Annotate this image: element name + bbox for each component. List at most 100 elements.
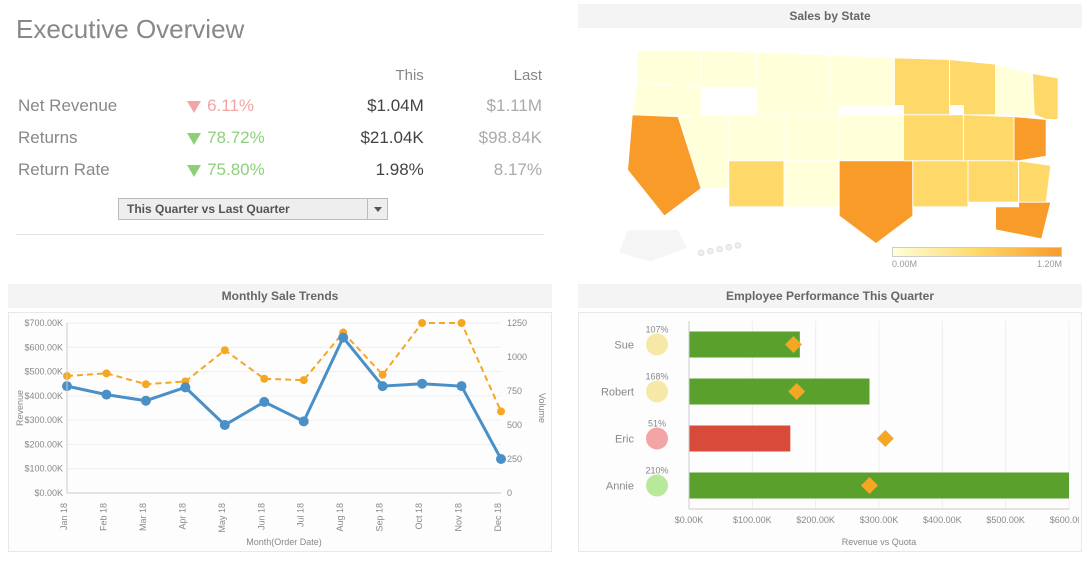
emp-bar[interactable] [689, 426, 790, 452]
map-panel: Sales by State 0.00M 1.20M [570, 0, 1090, 280]
map-state[interactable] [894, 58, 949, 115]
kpi-col-last: Last [434, 61, 552, 90]
divider [16, 234, 544, 235]
revenue-point[interactable] [220, 420, 230, 430]
volume-point[interactable] [300, 376, 308, 384]
revenue-point[interactable] [378, 381, 388, 391]
y-right-tick: 0 [507, 488, 512, 498]
map-title: Sales by State [578, 4, 1082, 28]
map-state[interactable] [784, 115, 839, 161]
kpi-this: 1.98% [316, 154, 434, 186]
volume-point[interactable] [458, 319, 466, 327]
map-state[interactable] [1014, 117, 1046, 161]
revenue-point[interactable] [180, 382, 190, 392]
y-left-tick: $0.00K [34, 488, 63, 498]
x-tick: Sep 18 [375, 503, 385, 532]
x-tick: $400.00K [923, 515, 962, 525]
y-left-tick: $300.00K [24, 415, 63, 425]
map-state[interactable] [968, 161, 1019, 202]
emp-bar[interactable] [689, 332, 800, 358]
revenue-point[interactable] [299, 416, 309, 426]
kpi-last: $1.11M [434, 90, 552, 122]
overview-panel: Executive Overview This Last Net Revenue… [0, 0, 560, 280]
revenue-point[interactable] [141, 396, 151, 406]
kpi-change: 6.11% [177, 90, 316, 122]
x-tick: Nov 18 [454, 503, 464, 532]
volume-point[interactable] [221, 346, 229, 354]
x-tick: Aug 18 [335, 503, 345, 532]
volume-point[interactable] [497, 407, 505, 415]
map-state[interactable] [729, 115, 784, 161]
map-state[interactable] [839, 115, 903, 161]
x-tick: Apr 18 [177, 503, 187, 530]
revenue-point[interactable] [259, 397, 269, 407]
kpi-change: 78.72% [177, 122, 316, 154]
x-tick: Jun 18 [256, 503, 266, 530]
employee-title: Employee Performance This Quarter [578, 284, 1082, 308]
map-state[interactable] [996, 64, 1035, 116]
volume-point[interactable] [418, 319, 426, 327]
emp-bar[interactable] [689, 379, 870, 405]
kpi-label: Net Revenue [8, 90, 177, 122]
trend-down-icon [187, 101, 201, 113]
legend-max: 1.20M [1037, 259, 1062, 269]
x-tick: $100.00K [733, 515, 772, 525]
y-left-tick: $200.00K [24, 439, 63, 449]
map-state[interactable] [996, 202, 1051, 239]
revenue-point[interactable] [457, 381, 467, 391]
trend-down-icon [187, 165, 201, 177]
monthly-chart[interactable]: $0.00K$100.00K$200.00K$300.00K$400.00K$5… [9, 313, 549, 549]
map-state[interactable] [756, 106, 839, 115]
revenue-line [67, 338, 501, 459]
monthly-title: Monthly Sale Trends [8, 284, 552, 308]
volume-point[interactable] [102, 369, 110, 377]
y-left-tick: $500.00K [24, 367, 63, 377]
map-state[interactable] [963, 115, 1014, 161]
map-state[interactable] [701, 50, 756, 87]
period-selector[interactable]: This Quarter vs Last Quarter [118, 198, 388, 220]
map-state[interactable] [618, 230, 687, 262]
revenue-point[interactable] [338, 333, 348, 343]
map-state[interactable] [839, 161, 913, 244]
volume-point[interactable] [260, 375, 268, 383]
y-left-title: Revenue [15, 390, 25, 426]
map-state[interactable] [729, 161, 784, 207]
map-state[interactable] [1032, 73, 1058, 119]
x-tick: $600.00K [1050, 515, 1079, 525]
map-state[interactable] [637, 50, 701, 87]
y-right-tick: 750 [507, 386, 522, 396]
map-state[interactable] [904, 115, 964, 161]
page-title: Executive Overview [8, 4, 552, 61]
sales-map[interactable] [578, 32, 1082, 262]
kpi-last: $98.84K [434, 122, 552, 154]
emp-bar[interactable] [689, 473, 1069, 499]
emp-name: Sue [614, 340, 634, 352]
map-state[interactable] [1019, 161, 1051, 202]
map-state[interactable] [950, 60, 996, 115]
y-right-tick: 1250 [507, 318, 527, 328]
kpi-last: 8.17% [434, 154, 552, 186]
emp-pct: 51% [648, 419, 666, 429]
status-dot [646, 428, 668, 450]
kpi-this: $21.04K [316, 122, 434, 154]
kpi-row: Returns78.72%$21.04K$98.84K [8, 122, 552, 154]
revenue-point[interactable] [101, 390, 111, 400]
y-right-tick: 500 [507, 420, 522, 430]
y-left-tick: $400.00K [24, 391, 63, 401]
y-right-tick: 1000 [507, 352, 527, 362]
map-state[interactable] [756, 52, 830, 105]
emp-pct: 210% [645, 466, 668, 476]
map-state[interactable] [913, 161, 968, 207]
employee-chart[interactable]: $0.00K$100.00K$200.00K$300.00K$400.00K$5… [579, 313, 1079, 549]
x-tick: $500.00K [986, 515, 1025, 525]
volume-point[interactable] [142, 380, 150, 388]
map-state[interactable] [784, 161, 839, 207]
volume-point[interactable] [379, 371, 387, 379]
emp-pct: 107% [645, 325, 668, 335]
revenue-point[interactable] [417, 379, 427, 389]
x-tick: Feb 18 [98, 503, 108, 531]
chevron-down-icon [367, 199, 387, 219]
map-state[interactable] [830, 55, 894, 106]
map-state[interactable] [632, 83, 701, 120]
revenue-point[interactable] [496, 454, 506, 464]
